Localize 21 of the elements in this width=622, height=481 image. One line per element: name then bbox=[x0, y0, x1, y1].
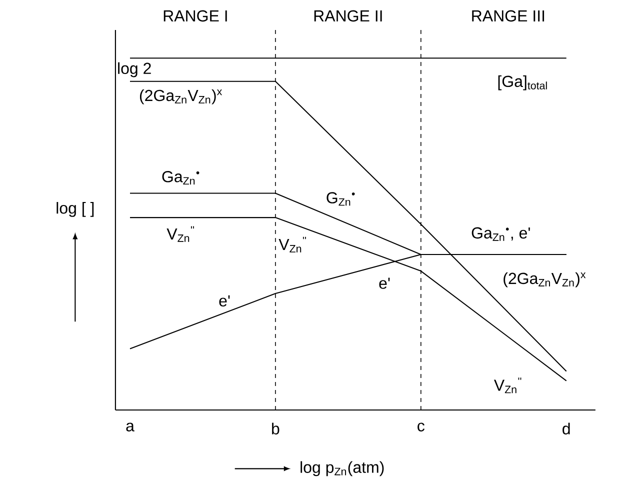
annotation: G$_{Zn}$• bbox=[326, 192, 355, 206]
y-axis-title: log [ ] bbox=[56, 202, 94, 218]
x-tick-label: c bbox=[418, 422, 424, 432]
series-label: V$_{Zn}$'' bbox=[166, 226, 194, 242]
x-tick-label: a bbox=[126, 422, 134, 432]
series-label: Ga$_{Zn}$• bbox=[162, 171, 200, 185]
annotation: V$_{Zn}$'' bbox=[278, 237, 306, 253]
x-axis-title: log p$_{Zn}$(atm) bbox=[300, 461, 384, 476]
series-label: (2Ga$_{Zn}$V$_{Zn}$)$^{x}$ bbox=[140, 90, 222, 105]
annotation: log 2 bbox=[118, 62, 151, 78]
x-tick-label: d bbox=[562, 422, 570, 435]
text: RANGE I bbox=[164, 10, 227, 22]
text: RANGE II bbox=[314, 10, 382, 22]
series-label: e' bbox=[219, 296, 230, 307]
annotation: e' bbox=[379, 278, 390, 290]
annotation: Ga$_{Zn}$$^{•}$, e' bbox=[472, 228, 530, 242]
series-label: [Ga]$_{total}$ bbox=[498, 76, 547, 90]
x-tick-label: b bbox=[272, 422, 280, 435]
text: RANGE III bbox=[472, 10, 544, 22]
annotation: V$_{Zn}$'' bbox=[494, 378, 522, 394]
annotation: (2Ga$_{Zn}$V$_{Zn}$)$^{x}$ bbox=[504, 272, 586, 288]
